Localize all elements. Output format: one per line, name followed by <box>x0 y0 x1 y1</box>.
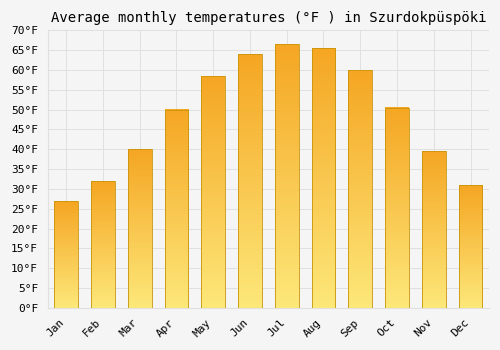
Title: Average monthly temperatures (°F ) in Szurdokpüspöki: Average monthly temperatures (°F ) in Sz… <box>50 11 486 25</box>
Bar <box>275 44 298 308</box>
Bar <box>458 185 482 308</box>
Bar <box>202 76 225 308</box>
Bar <box>91 181 115 308</box>
Bar <box>54 201 78 308</box>
Bar <box>164 110 188 308</box>
Bar <box>348 70 372 308</box>
Bar <box>312 48 336 308</box>
Bar <box>422 151 446 308</box>
Bar <box>128 149 152 308</box>
Bar <box>385 108 409 308</box>
Bar <box>238 54 262 308</box>
